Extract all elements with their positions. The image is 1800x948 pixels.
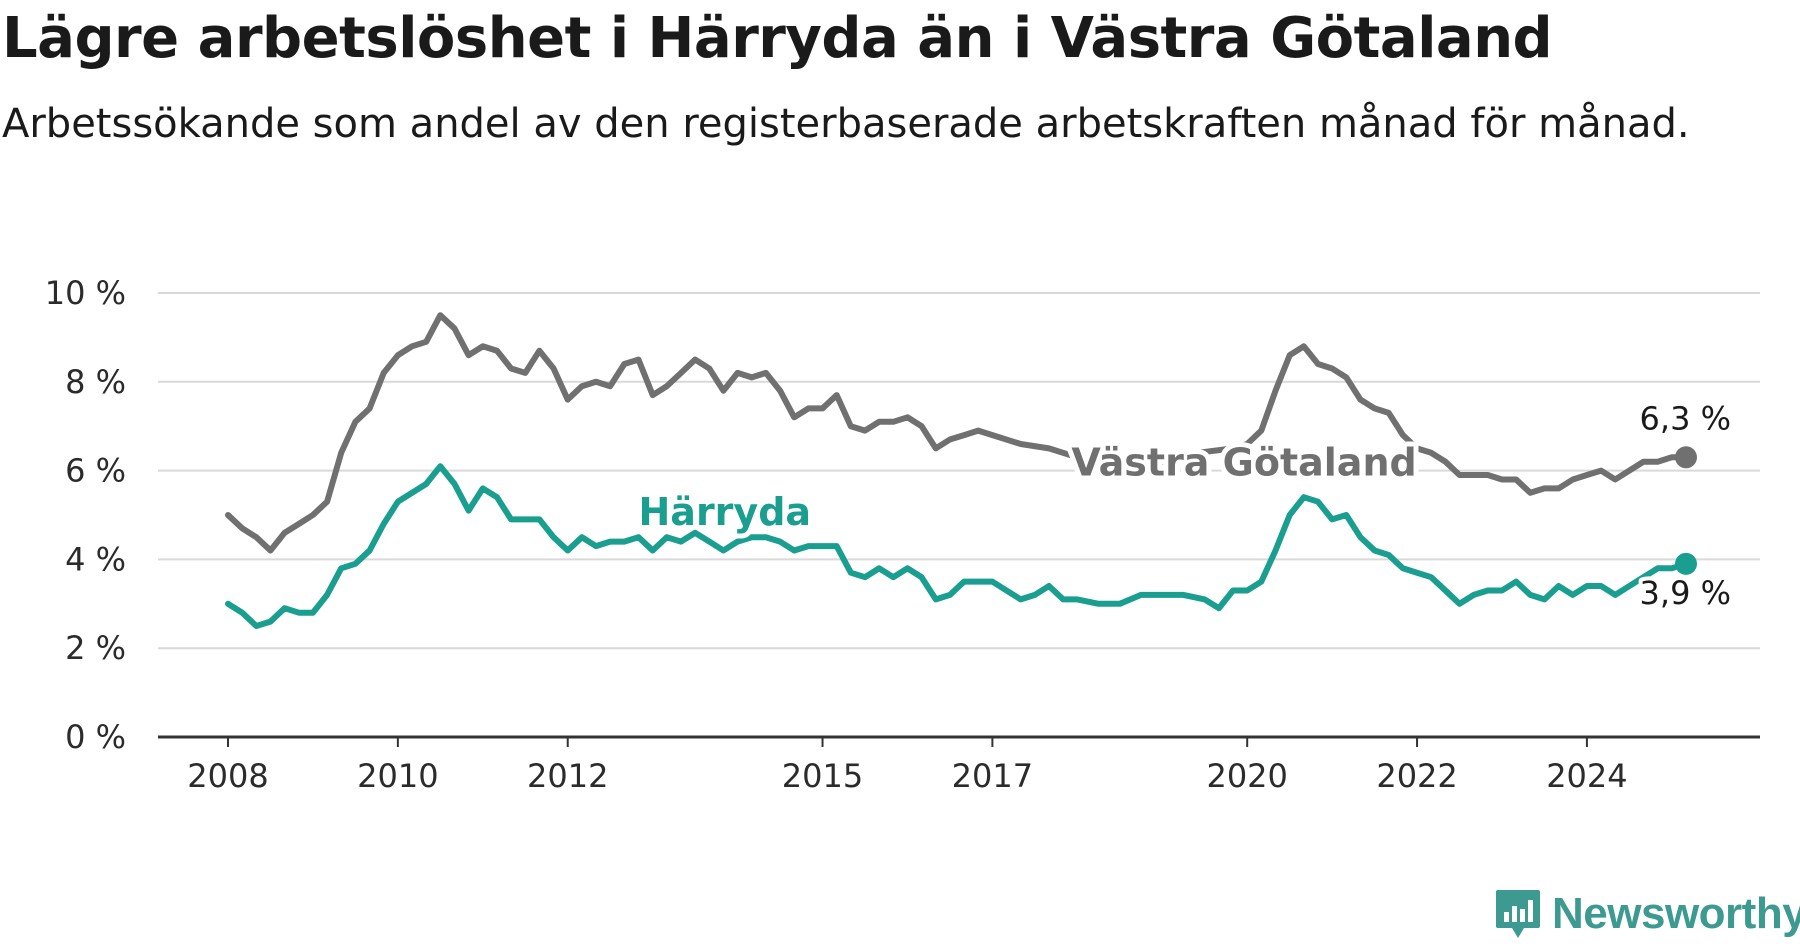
newsworthy-logo-icon — [1496, 890, 1540, 938]
brand-name: Newsworthy — [1552, 889, 1800, 938]
series-end-point — [1675, 552, 1697, 575]
series-end-label: 3,9 % — [1640, 574, 1731, 612]
x-tick-label: 2008 — [187, 757, 268, 795]
y-tick-label: 10 % — [45, 274, 126, 312]
chart-title: Lägre arbetslöshet i Härryda än i Västra… — [2, 6, 1553, 71]
series-name-label: Västra Götaland — [1071, 440, 1416, 484]
series-end-point — [1675, 446, 1697, 469]
series-line — [225, 312, 1689, 554]
chart-grid — [158, 292, 1760, 650]
line-chart: 0 % 2 % 4 % 6 % 8 % 10 % 2008 2010 2012 2015 2017… — [45, 274, 1760, 795]
series-name-label: Härryda — [639, 490, 812, 534]
y-tick-label: 0 % — [65, 718, 126, 756]
y-tick-label: 8 % — [65, 363, 126, 401]
chart-labels: 6,3 % 3,9 % Västra Götaland Härryda — [634, 395, 1735, 616]
x-tick-label: 2012 — [527, 757, 608, 795]
x-tick-label: 2015 — [782, 757, 863, 795]
series-line — [225, 463, 1689, 629]
y-tick-label: 4 % — [65, 540, 126, 578]
x-tick-label: 2020 — [1206, 757, 1287, 795]
x-tick-label: 2024 — [1546, 757, 1627, 795]
y-axis-ticks: 0 % 2 % 4 % 6 % 8 % 10 % — [45, 274, 126, 756]
y-tick-label: 2 % — [65, 629, 126, 667]
x-tick-label: 2022 — [1376, 757, 1457, 795]
chart-subtitle: Arbetssökande som andel av den registerb… — [2, 101, 1690, 147]
x-tick-label: 2017 — [952, 757, 1033, 795]
x-axis: 2008 2010 2012 2015 2017 2020 2022 2024 — [158, 735, 1760, 795]
chart-series — [225, 312, 1697, 629]
series-end-label: 6,3 % — [1640, 399, 1731, 437]
y-tick-label: 6 % — [65, 452, 126, 490]
newsworthy-logo: Newsworthy — [1494, 888, 1800, 940]
x-tick-label: 2010 — [357, 757, 438, 795]
